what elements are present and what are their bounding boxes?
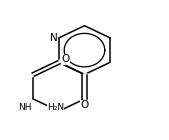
Text: O: O bbox=[80, 100, 89, 110]
Text: O: O bbox=[61, 54, 69, 64]
Text: NH: NH bbox=[18, 103, 32, 112]
Text: N: N bbox=[50, 33, 57, 43]
Text: H₂N: H₂N bbox=[47, 103, 64, 112]
